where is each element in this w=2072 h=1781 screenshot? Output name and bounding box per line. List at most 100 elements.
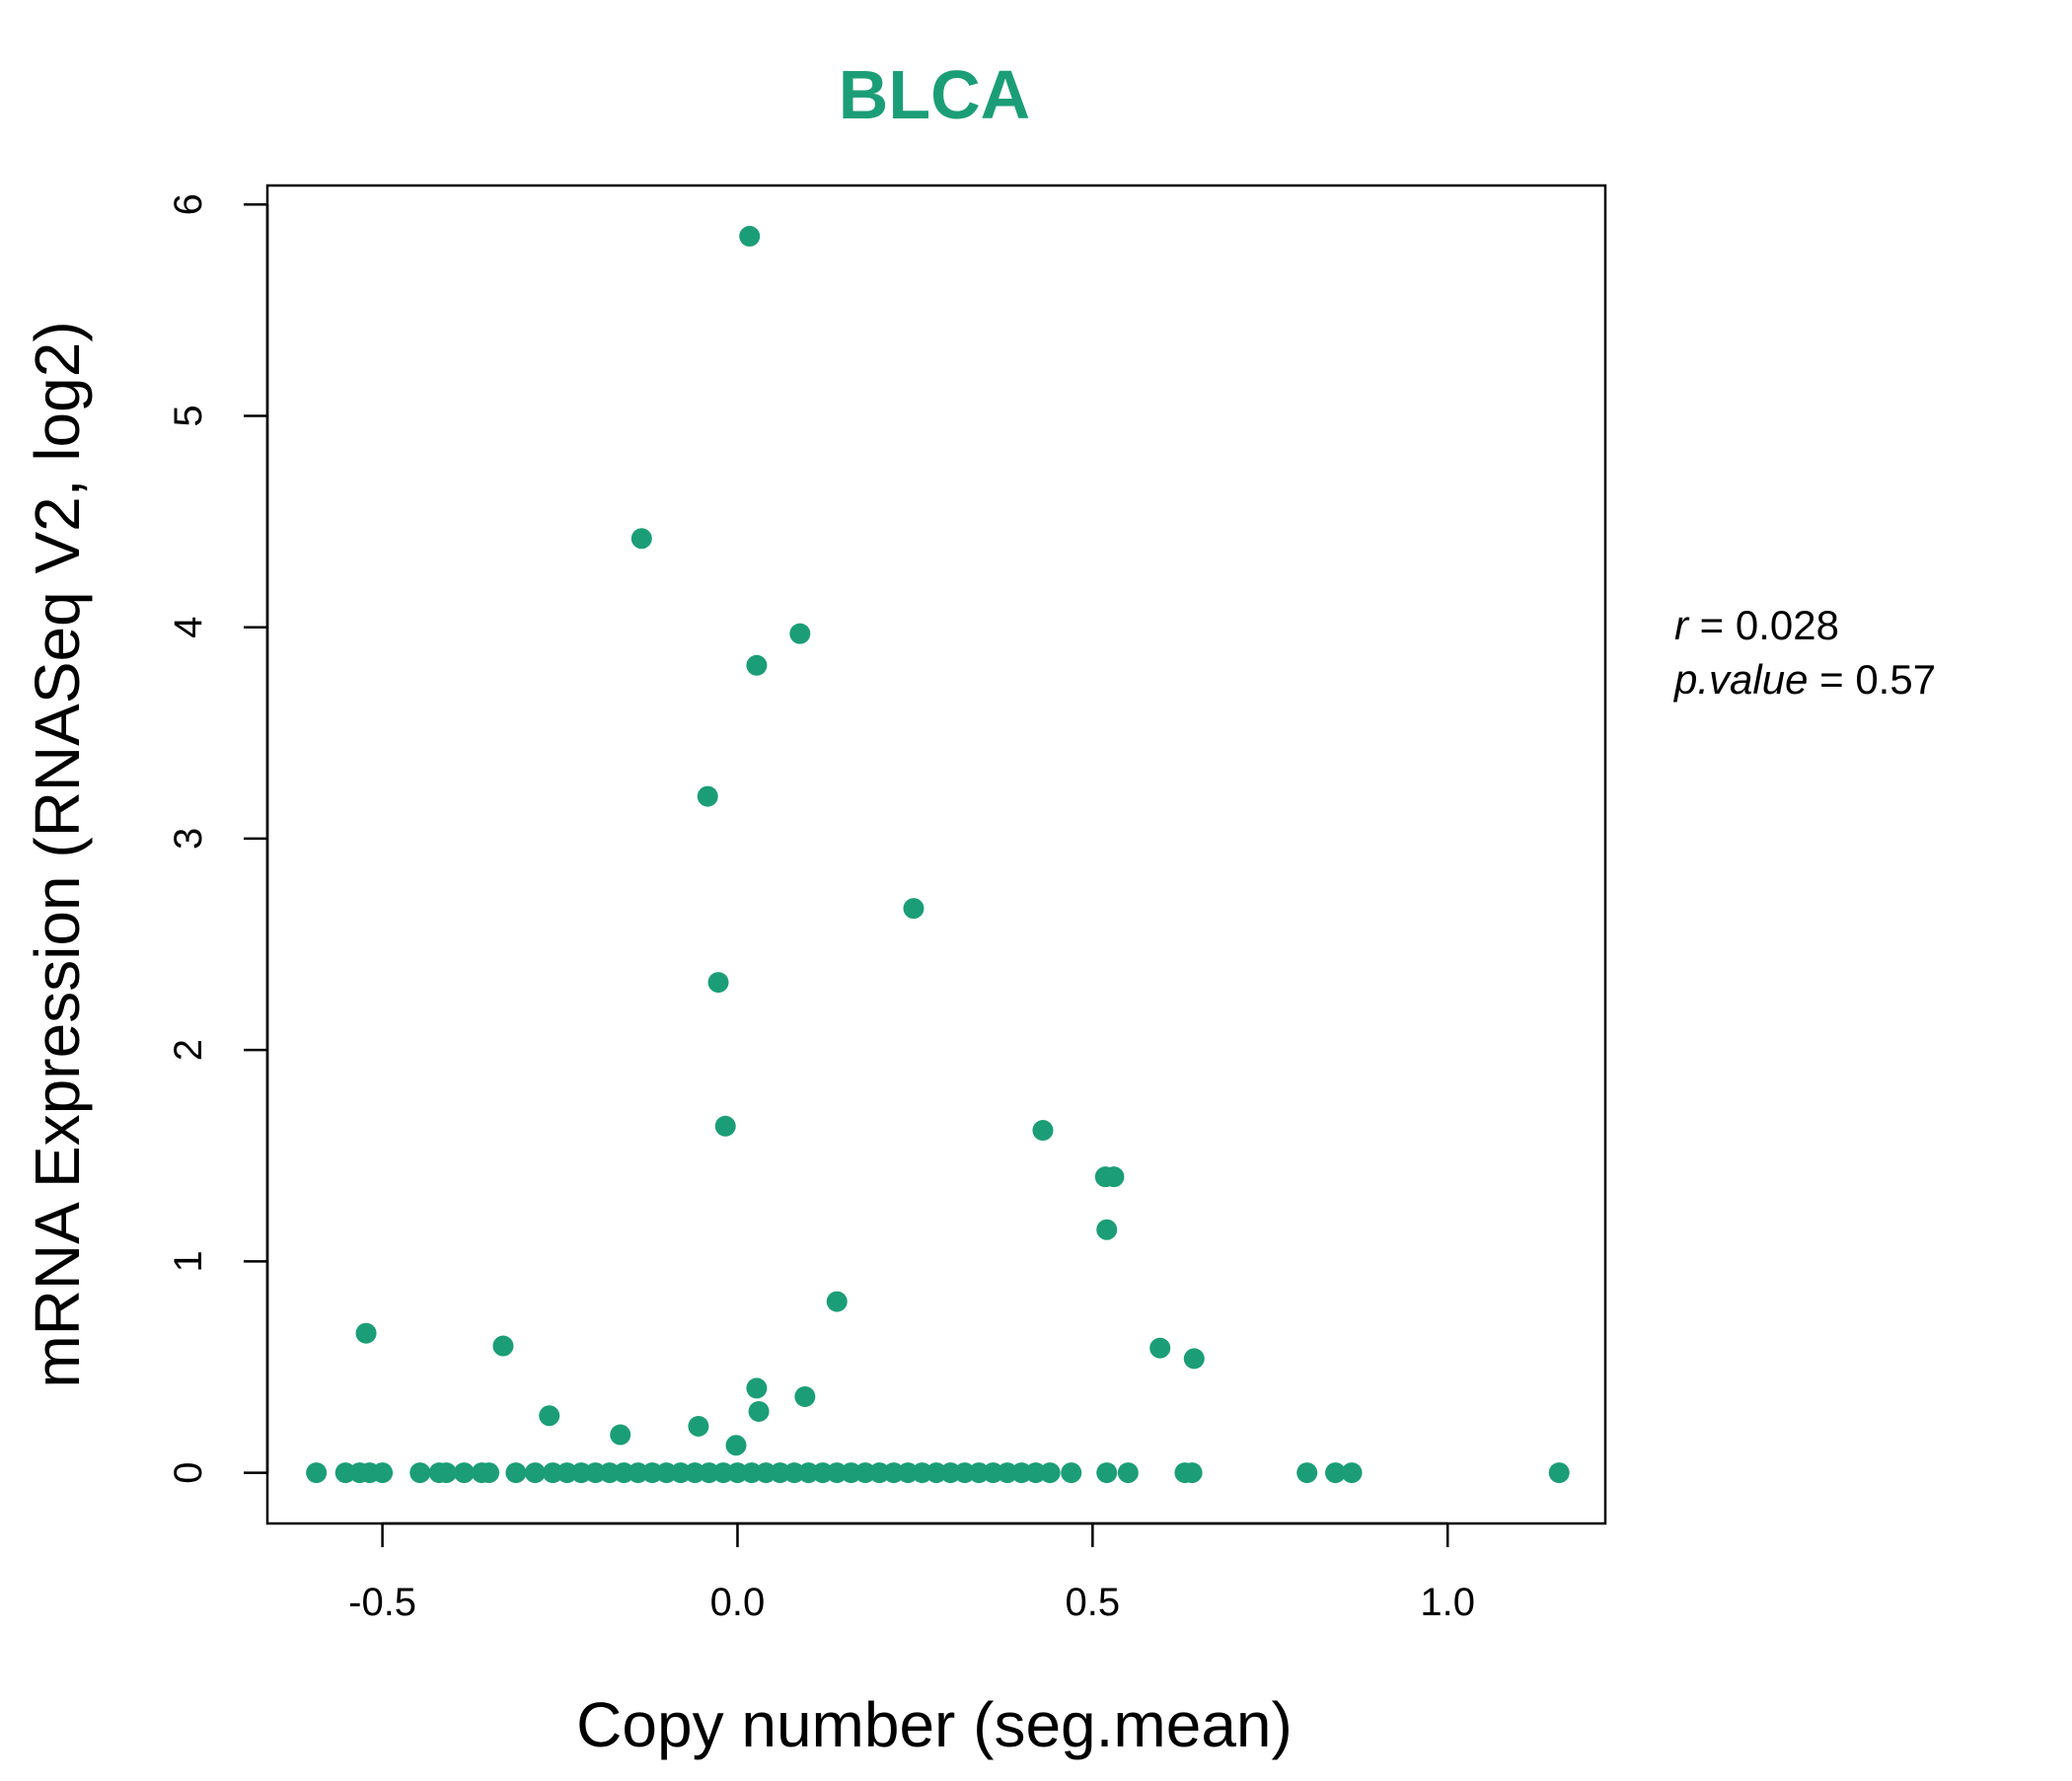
data-point	[630, 528, 652, 550]
data-point	[1296, 1462, 1318, 1484]
data-point	[1117, 1462, 1139, 1484]
x-tick-label: 1.0	[1420, 1581, 1475, 1624]
data-point	[1039, 1462, 1061, 1484]
y-tick-label: 6	[167, 193, 210, 215]
data-point	[868, 1462, 890, 1484]
data-point	[334, 1462, 356, 1484]
data-point	[968, 1462, 990, 1484]
data-point	[1181, 1462, 1203, 1484]
data-point	[655, 1462, 677, 1484]
y-tick-label: 0	[167, 1461, 210, 1483]
x-axis: -0.5 0.0 0.5 1.0	[348, 1521, 1475, 1624]
data-point	[726, 1462, 748, 1484]
data-point	[854, 1462, 876, 1484]
data-point	[997, 1462, 1018, 1484]
data-point	[599, 1462, 621, 1484]
data-point	[725, 1435, 747, 1456]
data-point	[409, 1462, 431, 1484]
data-point	[783, 1462, 805, 1484]
data-point	[739, 225, 761, 247]
data-point	[1324, 1462, 1346, 1484]
r-stat-label: r	[1674, 602, 1690, 648]
data-point	[746, 654, 768, 676]
data-point	[712, 1462, 734, 1484]
data-point	[524, 1462, 546, 1484]
data-point	[505, 1462, 527, 1484]
data-point	[355, 1322, 377, 1344]
y-tick-label: 5	[167, 405, 210, 426]
data-point	[585, 1462, 607, 1484]
data-point	[1061, 1462, 1082, 1484]
data-point	[925, 1462, 947, 1484]
r-stat-text: r = 0.028	[1674, 602, 1839, 648]
data-points	[306, 225, 1570, 1484]
data-point	[670, 1462, 692, 1484]
y-axis: 0 1 2 3 4 5 6	[167, 193, 269, 1484]
data-point	[684, 1462, 705, 1484]
data-point	[883, 1462, 905, 1484]
data-point	[641, 1462, 663, 1484]
y-tick-label: 1	[167, 1250, 210, 1272]
data-point	[1032, 1120, 1054, 1142]
x-axis-title: Copy number (seg.mean)	[576, 1689, 1293, 1760]
data-point	[1010, 1462, 1032, 1484]
data-point	[556, 1462, 578, 1484]
data-point	[812, 1462, 834, 1484]
data-point	[542, 1462, 563, 1484]
data-point	[372, 1462, 394, 1484]
data-point	[1025, 1462, 1047, 1484]
data-point	[479, 1462, 500, 1484]
data-point	[714, 1115, 736, 1137]
data-point	[939, 1462, 961, 1484]
data-point	[755, 1462, 777, 1484]
data-point	[912, 1462, 933, 1484]
data-point	[688, 1415, 709, 1437]
data-point	[435, 1462, 457, 1484]
data-point	[903, 898, 925, 920]
data-point	[954, 1462, 976, 1484]
data-point	[748, 1400, 770, 1422]
p-stat-equals: =	[1819, 656, 1855, 703]
r-stat-equals: =	[1700, 602, 1736, 648]
data-point	[983, 1462, 1004, 1484]
data-point	[1548, 1462, 1570, 1484]
data-point	[539, 1405, 560, 1427]
chart-title: BLCA	[839, 56, 1030, 133]
data-point	[746, 1377, 768, 1399]
x-tick-label: 0.5	[1066, 1581, 1121, 1624]
data-point	[826, 1291, 848, 1312]
data-point	[841, 1462, 862, 1484]
p-stat-value: 0.57	[1855, 656, 1936, 703]
plot-frame	[265, 184, 1607, 1525]
y-axis-title: mRNA Expression (RNASeq V2, log2)	[22, 321, 93, 1387]
p-stat-label: p.value	[1672, 656, 1808, 703]
x-tick-label: -0.5	[348, 1581, 416, 1624]
y-tick-label: 2	[167, 1039, 210, 1061]
data-point	[789, 623, 811, 644]
data-point	[1096, 1219, 1118, 1240]
data-point	[1183, 1348, 1205, 1370]
data-point	[699, 1462, 720, 1484]
data-point	[306, 1462, 328, 1484]
data-point	[570, 1462, 592, 1484]
data-point	[797, 1462, 819, 1484]
data-point	[897, 1462, 919, 1484]
data-point	[826, 1462, 848, 1484]
y-tick-label: 4	[167, 617, 210, 638]
data-point	[707, 972, 729, 994]
data-point	[610, 1424, 631, 1446]
data-point	[1103, 1166, 1125, 1188]
r-stat-value: 0.028	[1736, 602, 1839, 648]
data-point	[741, 1462, 763, 1484]
data-point	[794, 1385, 816, 1407]
correlation-stats: r = 0.028 p.value = 0.57	[1672, 602, 1936, 703]
data-point	[1149, 1337, 1171, 1359]
data-point	[1096, 1462, 1118, 1484]
y-tick-label: 3	[167, 828, 210, 850]
data-point	[492, 1335, 514, 1357]
data-point	[770, 1462, 791, 1484]
data-point	[453, 1462, 475, 1484]
data-point	[613, 1462, 634, 1484]
